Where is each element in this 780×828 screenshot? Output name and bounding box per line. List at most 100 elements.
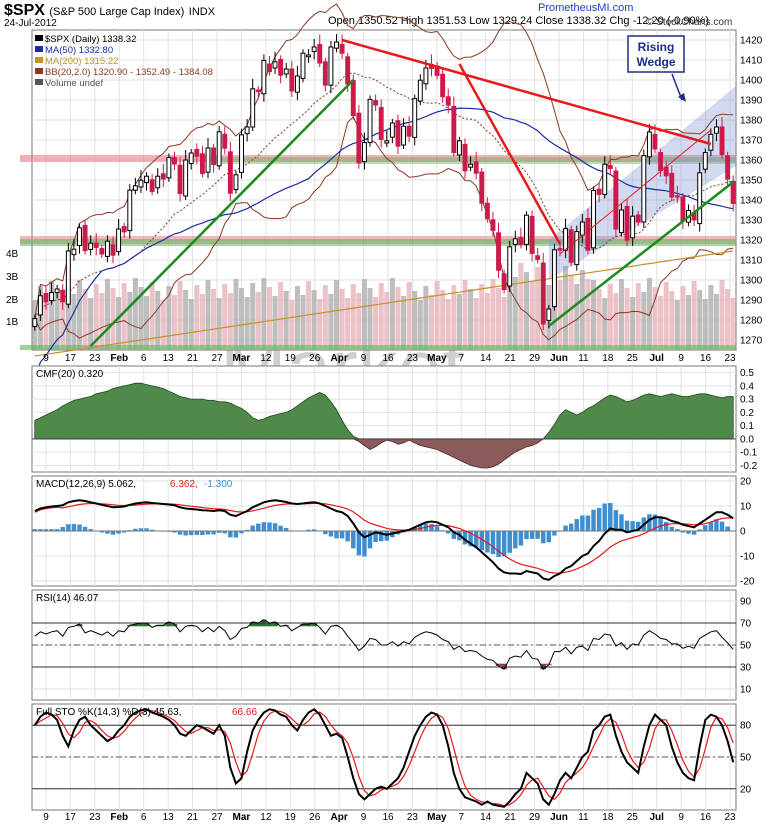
price-tick-label: 1390 — [740, 96, 763, 107]
volume-bar — [188, 299, 194, 350]
index-name: (S&P 500 Large Cap Index) — [49, 6, 185, 18]
macd-histogram-bar — [345, 531, 350, 542]
volume-bar — [462, 280, 468, 350]
candle-body — [116, 228, 122, 253]
macd-histogram-bar — [384, 531, 390, 541]
macd-histogram-bar — [138, 528, 144, 531]
macd-histogram-bar — [362, 531, 367, 557]
x-tick-label: Apr — [331, 353, 348, 364]
price-tick-label: 1400 — [740, 76, 763, 87]
candle-body — [255, 89, 261, 92]
candle-body — [401, 125, 407, 146]
volume-bar — [110, 288, 116, 350]
candle-body — [322, 61, 328, 86]
volume-bar — [278, 282, 284, 350]
macd-histogram-bar — [222, 531, 227, 534]
macd-histogram-bar — [591, 509, 596, 531]
macd-histogram-bar — [267, 522, 272, 531]
macd-histogram-bar — [323, 531, 328, 535]
volume-bar — [205, 280, 211, 350]
volume-bar — [384, 292, 390, 350]
candle-body — [339, 43, 345, 54]
price-tick-label: 1380 — [740, 116, 763, 127]
candle-body — [373, 100, 379, 106]
candle-body — [484, 202, 490, 220]
macd-histogram-bar — [256, 523, 261, 531]
x-tick-label: 9 — [43, 812, 49, 823]
x-tick-label: 25 — [627, 353, 639, 364]
candle-body — [551, 249, 557, 308]
candle-body — [518, 237, 524, 245]
macd-histogram-bar — [38, 529, 43, 531]
macd-histogram-bar — [43, 529, 49, 531]
volume-bar — [624, 288, 630, 350]
x-tick-label: 6 — [141, 353, 147, 364]
volume-bar — [719, 280, 725, 350]
candle-body — [507, 246, 513, 287]
volume-bar — [266, 287, 272, 350]
candle-body — [289, 68, 295, 92]
x-tick-label: 29 — [529, 812, 541, 823]
volume-bar — [574, 284, 580, 350]
cmf-label: CMF(20) 0.320 — [36, 369, 104, 380]
macd-histogram-bar — [574, 519, 579, 531]
candle-body — [172, 157, 177, 165]
candle-body — [423, 67, 429, 85]
candle-body — [93, 242, 99, 248]
candle-body — [496, 232, 501, 271]
macd-histogram-bar — [585, 515, 591, 531]
volume-bar — [501, 297, 507, 350]
x-tick-label: 9 — [43, 353, 49, 364]
volume-bar — [328, 294, 334, 350]
candle-body — [412, 98, 418, 138]
macd-histogram-bar — [272, 523, 278, 531]
candle-body — [406, 125, 412, 137]
x-tick-label: Apr — [331, 812, 348, 823]
candle-body — [104, 240, 110, 257]
candle-body — [708, 133, 714, 151]
volume-bar — [76, 280, 83, 350]
sto-panel: 80 50 20 Full STO %K(14,3) %D(3) 45.63, 66.6… — [31, 703, 752, 811]
volume-bar — [361, 279, 367, 350]
volume-bar — [445, 299, 451, 350]
cmf-panel: 0.5 0.4 0.3 0.2 0.1 0.0 -0.1 -0.2 CMF(20) 0.320 — [31, 365, 758, 473]
candle-body — [216, 131, 222, 167]
sto-tick-label: 20 — [740, 784, 752, 795]
legend-entry: $SPX (Daily) 1338.32 — [45, 34, 136, 45]
candle-body — [591, 189, 596, 249]
volume-bar — [635, 283, 641, 350]
macd-histogram-bar — [228, 531, 233, 538]
candle-body — [579, 221, 585, 236]
x-tick-label: May — [427, 812, 447, 823]
macd-histogram-bar — [367, 531, 373, 549]
candle-body — [574, 231, 580, 266]
candle-body — [440, 73, 446, 98]
x-tick-label: 27 — [211, 812, 223, 823]
volume-tick-label: 2B — [6, 295, 19, 306]
volume-bar — [473, 298, 479, 350]
macd-histogram-bar — [244, 529, 250, 531]
annotation-line1: Rising — [638, 40, 675, 54]
volume-bar — [669, 291, 675, 350]
volume-bar — [674, 300, 680, 350]
candle-body — [144, 175, 149, 184]
candle-body — [227, 151, 233, 194]
candle-body — [160, 173, 166, 180]
site-link[interactable]: PrometheusMI.com — [538, 2, 634, 14]
volume-bar — [641, 292, 647, 350]
macd-histogram-bar — [250, 525, 255, 531]
macd-histogram-bar — [552, 531, 557, 536]
macd-histogram-bar — [261, 522, 267, 531]
macd-histogram-bar — [568, 523, 574, 531]
candle-body — [77, 227, 82, 247]
candle-body — [300, 52, 306, 79]
candle-body — [199, 153, 205, 174]
macd-histogram-bar — [529, 531, 535, 539]
volume-tick-label: 3B — [6, 272, 19, 283]
cmf-tick-label: 0.4 — [740, 381, 754, 392]
volume-bar — [104, 279, 110, 350]
macd-histogram-bar — [462, 531, 468, 545]
candle-body — [546, 308, 552, 321]
volume-bar — [535, 267, 541, 350]
volume-bar — [602, 298, 608, 350]
